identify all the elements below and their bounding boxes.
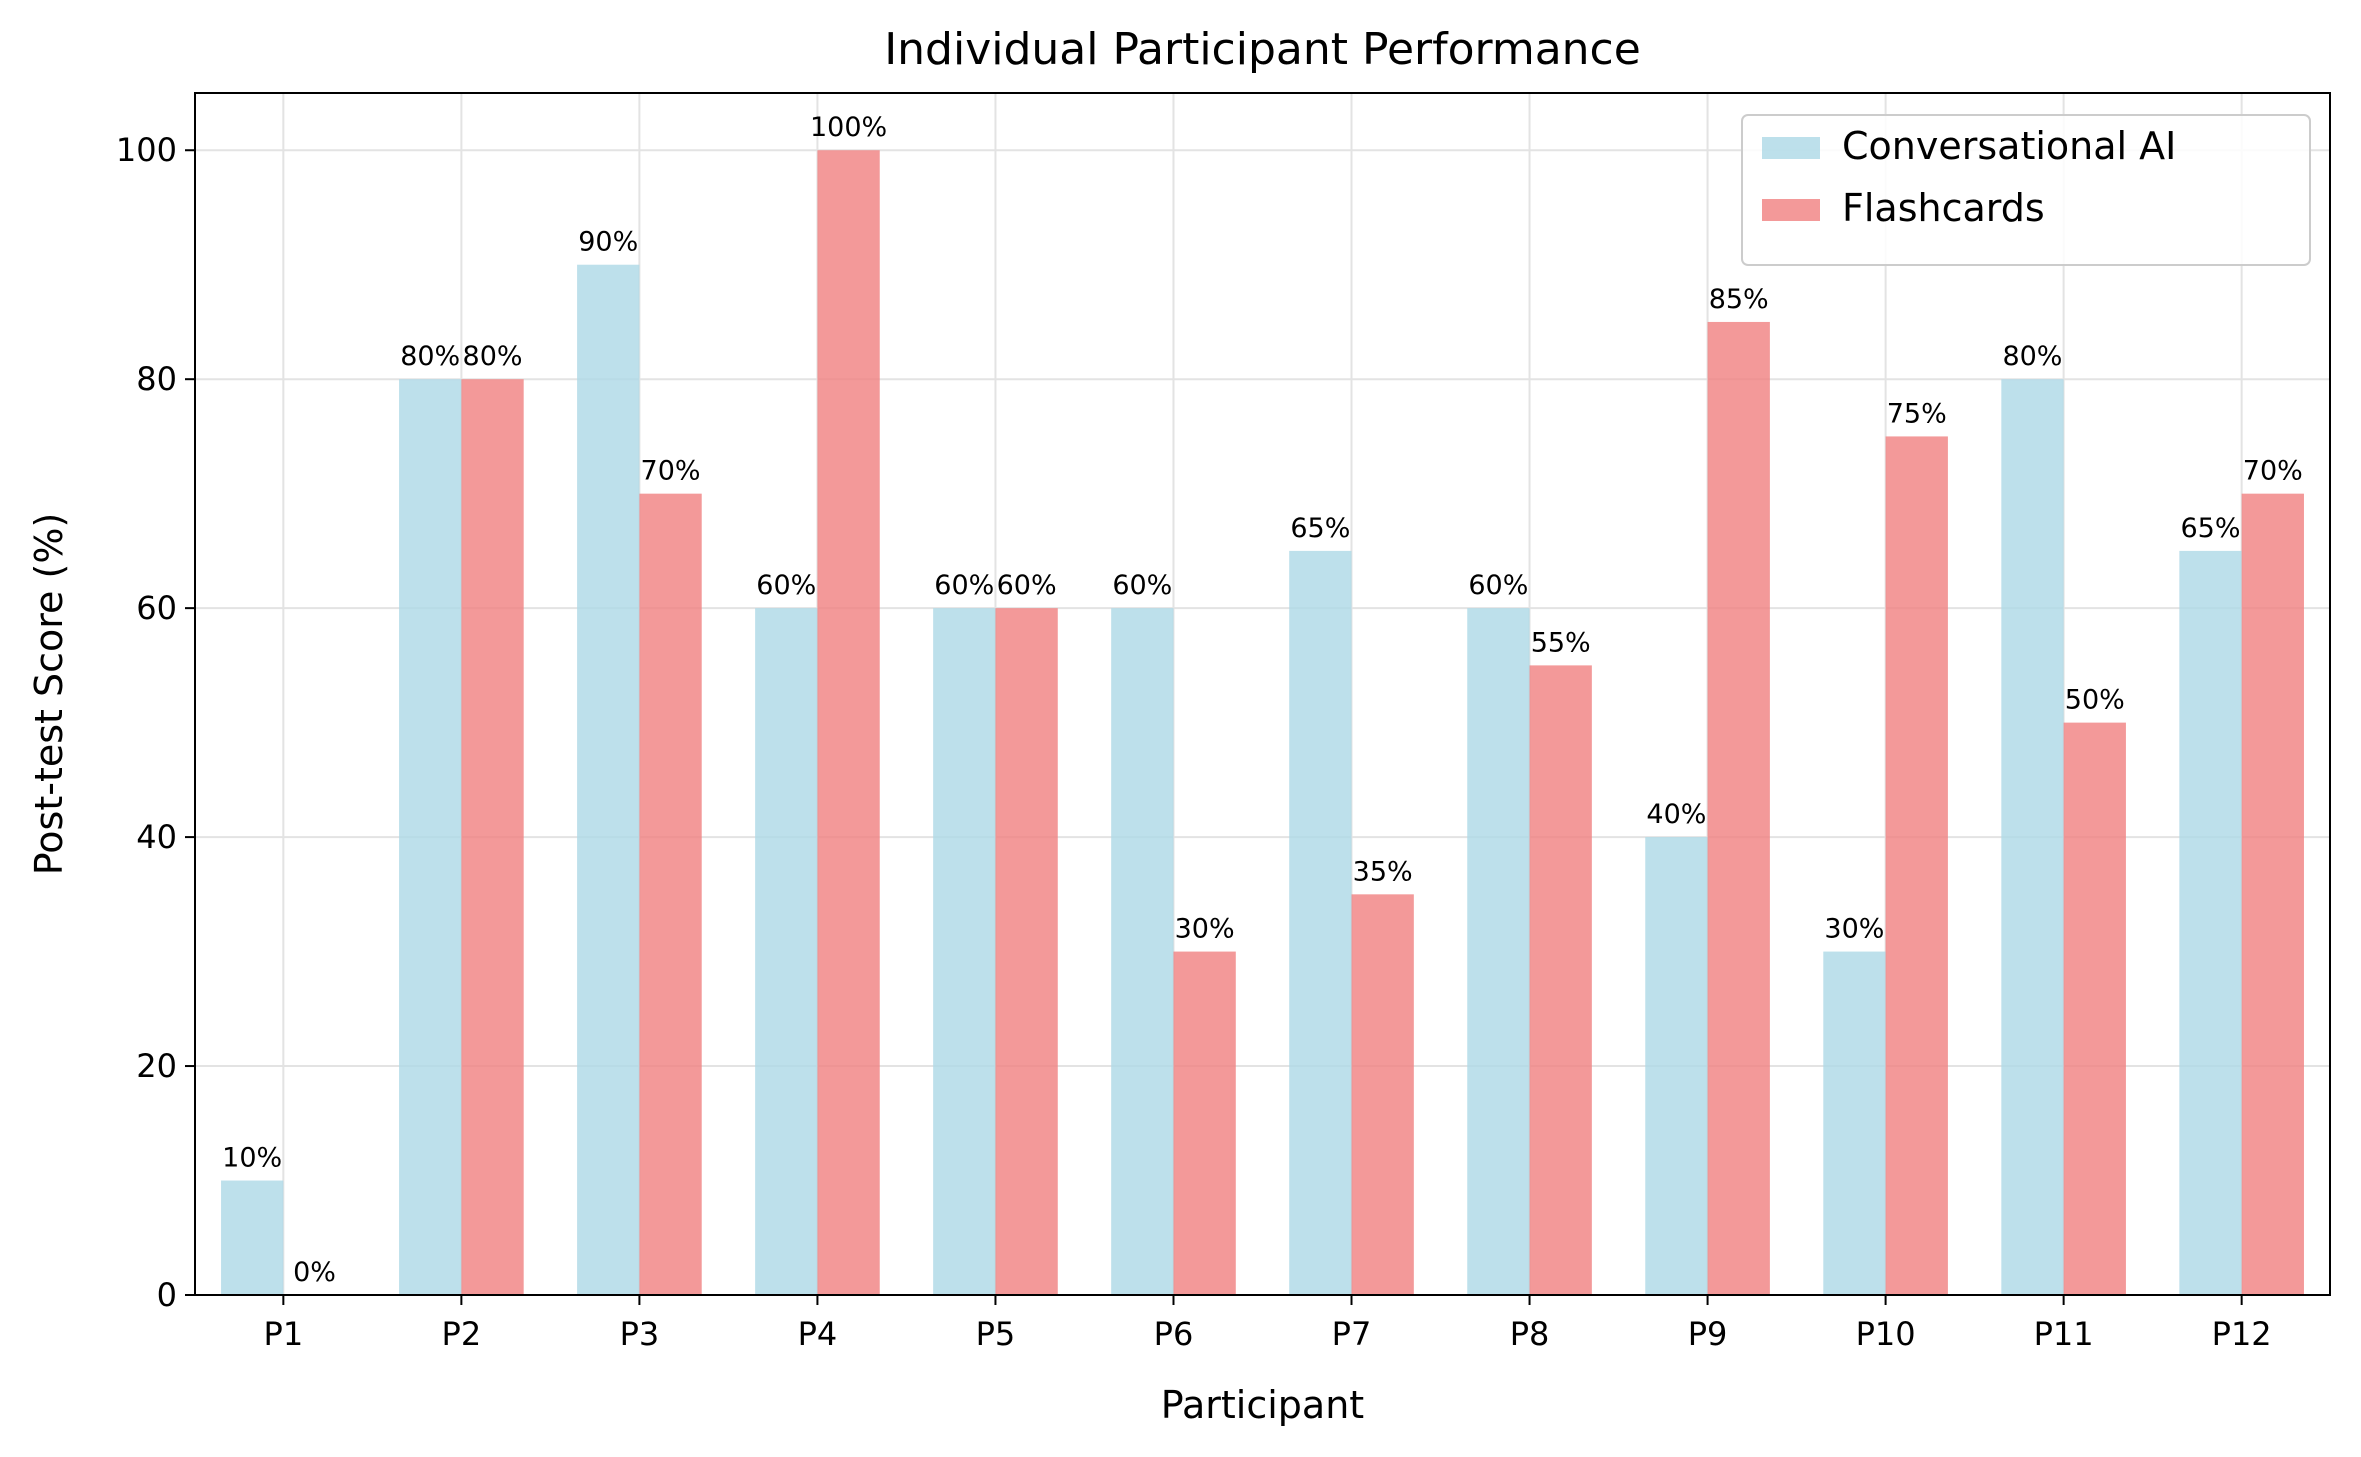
bar: [399, 379, 462, 1295]
bar-value-label: 70%: [641, 456, 701, 487]
bar: [1707, 321, 1770, 1295]
bar: [2179, 550, 2242, 1295]
data-labels: 10%80%90%60% 60% 60%65%60%40%30%80%65%0%80…: [222, 112, 2303, 1288]
bar-value-label: 50%: [2065, 685, 2125, 716]
bar: [221, 1180, 284, 1295]
bar: [1823, 951, 1886, 1295]
y-tick-label: 100: [116, 131, 177, 169]
bar-value-label: 40%: [1646, 799, 1706, 830]
y-axis-title: Post-test Score (%): [27, 513, 71, 876]
bar-value-label: 30%: [1175, 914, 1235, 945]
bar-value-label: 65%: [1290, 513, 1350, 544]
bar: [639, 493, 702, 1296]
y-tick-label: 20: [136, 1047, 177, 1085]
bar-value-label: 65%: [2180, 513, 2240, 544]
bar: [1173, 951, 1236, 1295]
bar-value-label: 85%: [1709, 284, 1769, 315]
x-tick-label: P1: [264, 1315, 304, 1353]
bar-value-label: 90%: [578, 227, 638, 258]
bar-value-label: 60%: [1112, 570, 1172, 601]
y-tick-label: 40: [136, 818, 177, 856]
bar-value-label: 75%: [1887, 398, 1947, 429]
bar-value-label: 70%: [2243, 456, 2303, 487]
bar: [577, 264, 640, 1295]
bar-value-label: 55%: [1531, 627, 1591, 658]
legend-label: Conversational AI: [1842, 124, 2176, 168]
bar: [755, 608, 818, 1295]
legend-label: Flashcards: [1842, 186, 2045, 230]
bar: [1289, 550, 1352, 1295]
y-tick-label: 80: [136, 360, 177, 398]
y-tick-label: 60: [136, 589, 177, 627]
chart-title: Individual Participant Performance: [884, 24, 1641, 75]
bar: [461, 379, 524, 1295]
x-tick-label: P12: [2212, 1315, 2272, 1353]
bar: [2001, 379, 2064, 1295]
x-tick-label: P8: [1510, 1315, 1550, 1353]
legend: Conversational AI Flashcards: [1741, 114, 2311, 266]
bar: [2241, 493, 2304, 1296]
bar: [1111, 608, 1174, 1295]
x-tick-label: P11: [2034, 1315, 2094, 1353]
bar-value-label: 10%: [222, 1143, 282, 1174]
legend-swatch: [1762, 199, 1820, 221]
plot-frame: [194, 92, 2331, 1296]
bar: [1351, 894, 1414, 1295]
x-tick-label: P2: [442, 1315, 482, 1353]
x-axis-title: Participant: [1161, 1383, 1364, 1427]
bar: [1467, 608, 1530, 1295]
x-tick-label: P7: [1332, 1315, 1372, 1353]
bar-value-label: 80%: [400, 341, 460, 372]
legend-box: [1741, 114, 2311, 266]
bar: [2063, 722, 2126, 1295]
bar-value-label: 60%: [997, 570, 1057, 601]
bar: [817, 150, 880, 1296]
x-tick-label: P6: [1154, 1315, 1194, 1353]
bar-value-label: 80%: [463, 341, 523, 372]
bar-value-label: 0%: [293, 1257, 336, 1288]
legend-swatch: [1762, 137, 1820, 159]
bar: [1529, 665, 1592, 1295]
x-tick-label: P9: [1688, 1315, 1728, 1353]
bars: [221, 150, 2304, 1296]
bar: [933, 608, 996, 1295]
bar-value-label: 80%: [2002, 341, 2062, 372]
bar: [995, 608, 1058, 1295]
x-tick-label: P5: [976, 1315, 1016, 1353]
bar-value-label: 60%: [1468, 570, 1528, 601]
bar: [1645, 837, 1708, 1295]
y-tick-label: 0: [157, 1276, 177, 1314]
x-tick-label: P4: [798, 1315, 838, 1353]
axis-ticks: 0 20 40 60 80 100 P1 P2 P3 P4 P5 P6 P7 P8 P9 P10 P11 P12: [116, 131, 2272, 1353]
bar-value-label: 60%: [934, 570, 994, 601]
x-tick-label: P3: [620, 1315, 660, 1353]
x-tick-label: P10: [1856, 1315, 1916, 1353]
bar-value-label: 100%: [810, 112, 887, 143]
bar-value-label: 35%: [1353, 856, 1413, 887]
bar-value-label: 60%: [756, 570, 816, 601]
bar-value-label: 30%: [1824, 914, 1884, 945]
bar: [1885, 436, 1948, 1295]
